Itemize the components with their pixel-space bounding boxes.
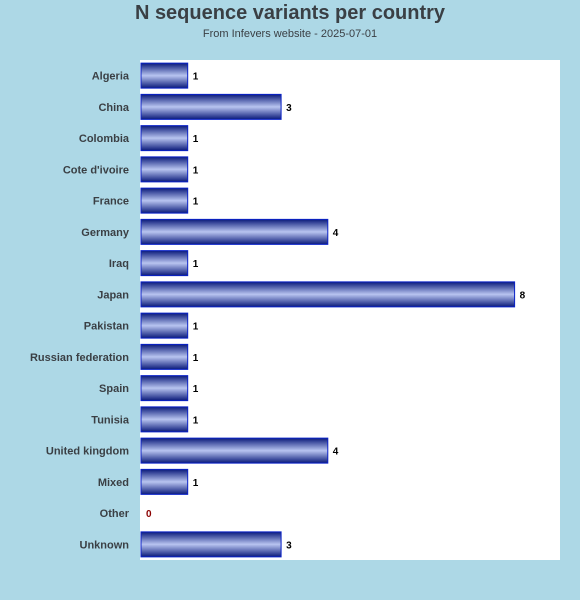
bar: [140, 468, 189, 495]
category-label: Pakistan: [84, 321, 130, 333]
value-label: 1: [193, 353, 199, 364]
category-label: United kingdom: [46, 446, 129, 458]
value-label: 1: [193, 322, 199, 333]
value-label: 3: [286, 103, 292, 114]
value-label: 1: [193, 259, 199, 270]
category-label: Algeria: [92, 71, 130, 83]
value-label: 1: [193, 384, 199, 395]
bar: [140, 312, 189, 339]
value-label: 4: [333, 447, 339, 458]
category-label: Colombia: [79, 133, 130, 145]
category-label: Other: [100, 508, 130, 520]
value-label: 0: [146, 509, 152, 520]
bar: [140, 125, 189, 152]
value-label: 1: [193, 415, 199, 426]
value-label: 1: [193, 134, 199, 145]
category-label: Germany: [81, 227, 130, 239]
bar: [140, 531, 282, 558]
category-label: Russian federation: [30, 352, 129, 364]
value-label: 3: [286, 540, 292, 551]
category-label: China: [98, 102, 129, 114]
bar: [140, 218, 329, 245]
category-label: Iraq: [109, 258, 129, 270]
category-label: Tunisia: [91, 414, 130, 426]
value-label: 8: [520, 290, 526, 301]
chart-title: N sequence variants per country: [134, 2, 446, 24]
bar: [140, 250, 189, 277]
bar: [140, 375, 189, 402]
value-label: 1: [193, 197, 199, 208]
bar: [140, 281, 516, 308]
value-label: 1: [193, 165, 199, 176]
bar: [140, 437, 329, 464]
value-label: 4: [333, 228, 339, 239]
value-label: 1: [193, 478, 199, 489]
category-label: Mixed: [98, 477, 129, 489]
value-label: 1: [193, 72, 199, 83]
category-label: Spain: [99, 383, 129, 395]
plot-area: [140, 60, 560, 560]
category-label: France: [93, 196, 129, 208]
category-label: Japan: [97, 289, 129, 301]
bar: [140, 187, 189, 214]
category-label: Cote d'ivoire: [63, 164, 129, 176]
bar: [140, 93, 282, 120]
bar: [140, 343, 189, 370]
bar: [140, 406, 189, 433]
bar: [140, 156, 189, 183]
bar: [140, 62, 189, 89]
category-label: Unknown: [80, 539, 130, 551]
chart-subtitle: From Infevers website - 2025-07-01: [202, 28, 378, 40]
